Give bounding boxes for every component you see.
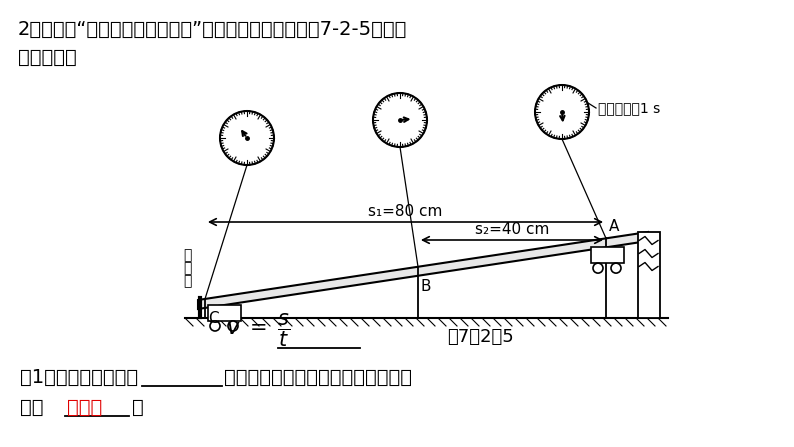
Circle shape	[210, 321, 220, 331]
Polygon shape	[591, 247, 624, 263]
Text: s₁=80 cm: s₁=80 cm	[368, 204, 443, 219]
Text: 图7－2－5: 图7－2－5	[446, 328, 514, 346]
Text: 刻度尺: 刻度尺	[67, 398, 102, 417]
Circle shape	[611, 263, 621, 273]
Circle shape	[220, 111, 274, 165]
Polygon shape	[198, 232, 648, 309]
Circle shape	[593, 263, 603, 273]
Text: 表和: 表和	[20, 398, 44, 417]
Text: 片: 片	[183, 274, 191, 288]
Text: 实验装置。: 实验装置。	[18, 48, 77, 67]
Text: $v\ =\ \dfrac{s}{t}$: $v\ =\ \dfrac{s}{t}$	[225, 311, 290, 349]
Text: （填公式）；实验中的测量工具有秒: （填公式）；实验中的测量工具有秒	[224, 368, 412, 387]
Text: 金: 金	[183, 248, 191, 262]
Text: s₂=40 cm: s₂=40 cm	[475, 222, 549, 237]
Circle shape	[228, 321, 238, 331]
Text: A: A	[609, 219, 619, 234]
Bar	[638, 232, 660, 318]
Text: （1）该实验的原理是: （1）该实验的原理是	[20, 368, 138, 387]
Text: B: B	[421, 279, 431, 294]
Circle shape	[535, 85, 589, 139]
Circle shape	[373, 93, 427, 147]
Text: 属: 属	[183, 261, 191, 275]
Text: 。: 。	[132, 398, 144, 417]
Text: C: C	[208, 311, 218, 326]
Polygon shape	[208, 305, 241, 321]
Text: 每小格表示1 s: 每小格表示1 s	[598, 101, 661, 115]
Text: 2．小华在“测量小车的平均速度”的实验中，设计了如图7-2-5所示的: 2．小华在“测量小车的平均速度”的实验中，设计了如图7-2-5所示的	[18, 20, 407, 39]
